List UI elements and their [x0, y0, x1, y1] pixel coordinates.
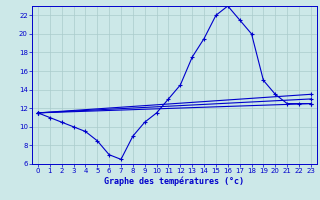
X-axis label: Graphe des températures (°c): Graphe des températures (°c) [104, 177, 244, 186]
